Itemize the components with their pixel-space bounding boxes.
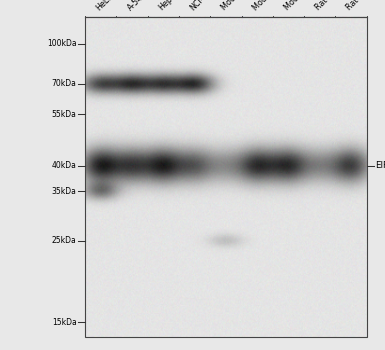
Text: Mouse spleen: Mouse spleen	[219, 0, 265, 12]
Text: 55kDa: 55kDa	[52, 110, 77, 119]
Text: 40kDa: 40kDa	[52, 161, 77, 170]
Text: NCI-H460: NCI-H460	[188, 0, 221, 12]
Text: 35kDa: 35kDa	[52, 187, 77, 196]
Text: EIF3M: EIF3M	[375, 161, 385, 170]
Text: HeLa: HeLa	[94, 0, 115, 12]
Bar	[85, 16, 367, 337]
Text: A-549: A-549	[126, 0, 149, 12]
Text: 25kDa: 25kDa	[52, 236, 77, 245]
Text: Mouse heart: Mouse heart	[251, 0, 293, 12]
Text: 100kDa: 100kDa	[47, 39, 77, 48]
Text: 70kDa: 70kDa	[52, 79, 77, 88]
Text: 15kDa: 15kDa	[52, 318, 77, 327]
Text: Rat spleen: Rat spleen	[313, 0, 350, 12]
Text: HepG2: HepG2	[157, 0, 182, 12]
Text: Mouse thymus: Mouse thymus	[282, 0, 330, 12]
Text: Rat thymus: Rat thymus	[345, 0, 384, 12]
